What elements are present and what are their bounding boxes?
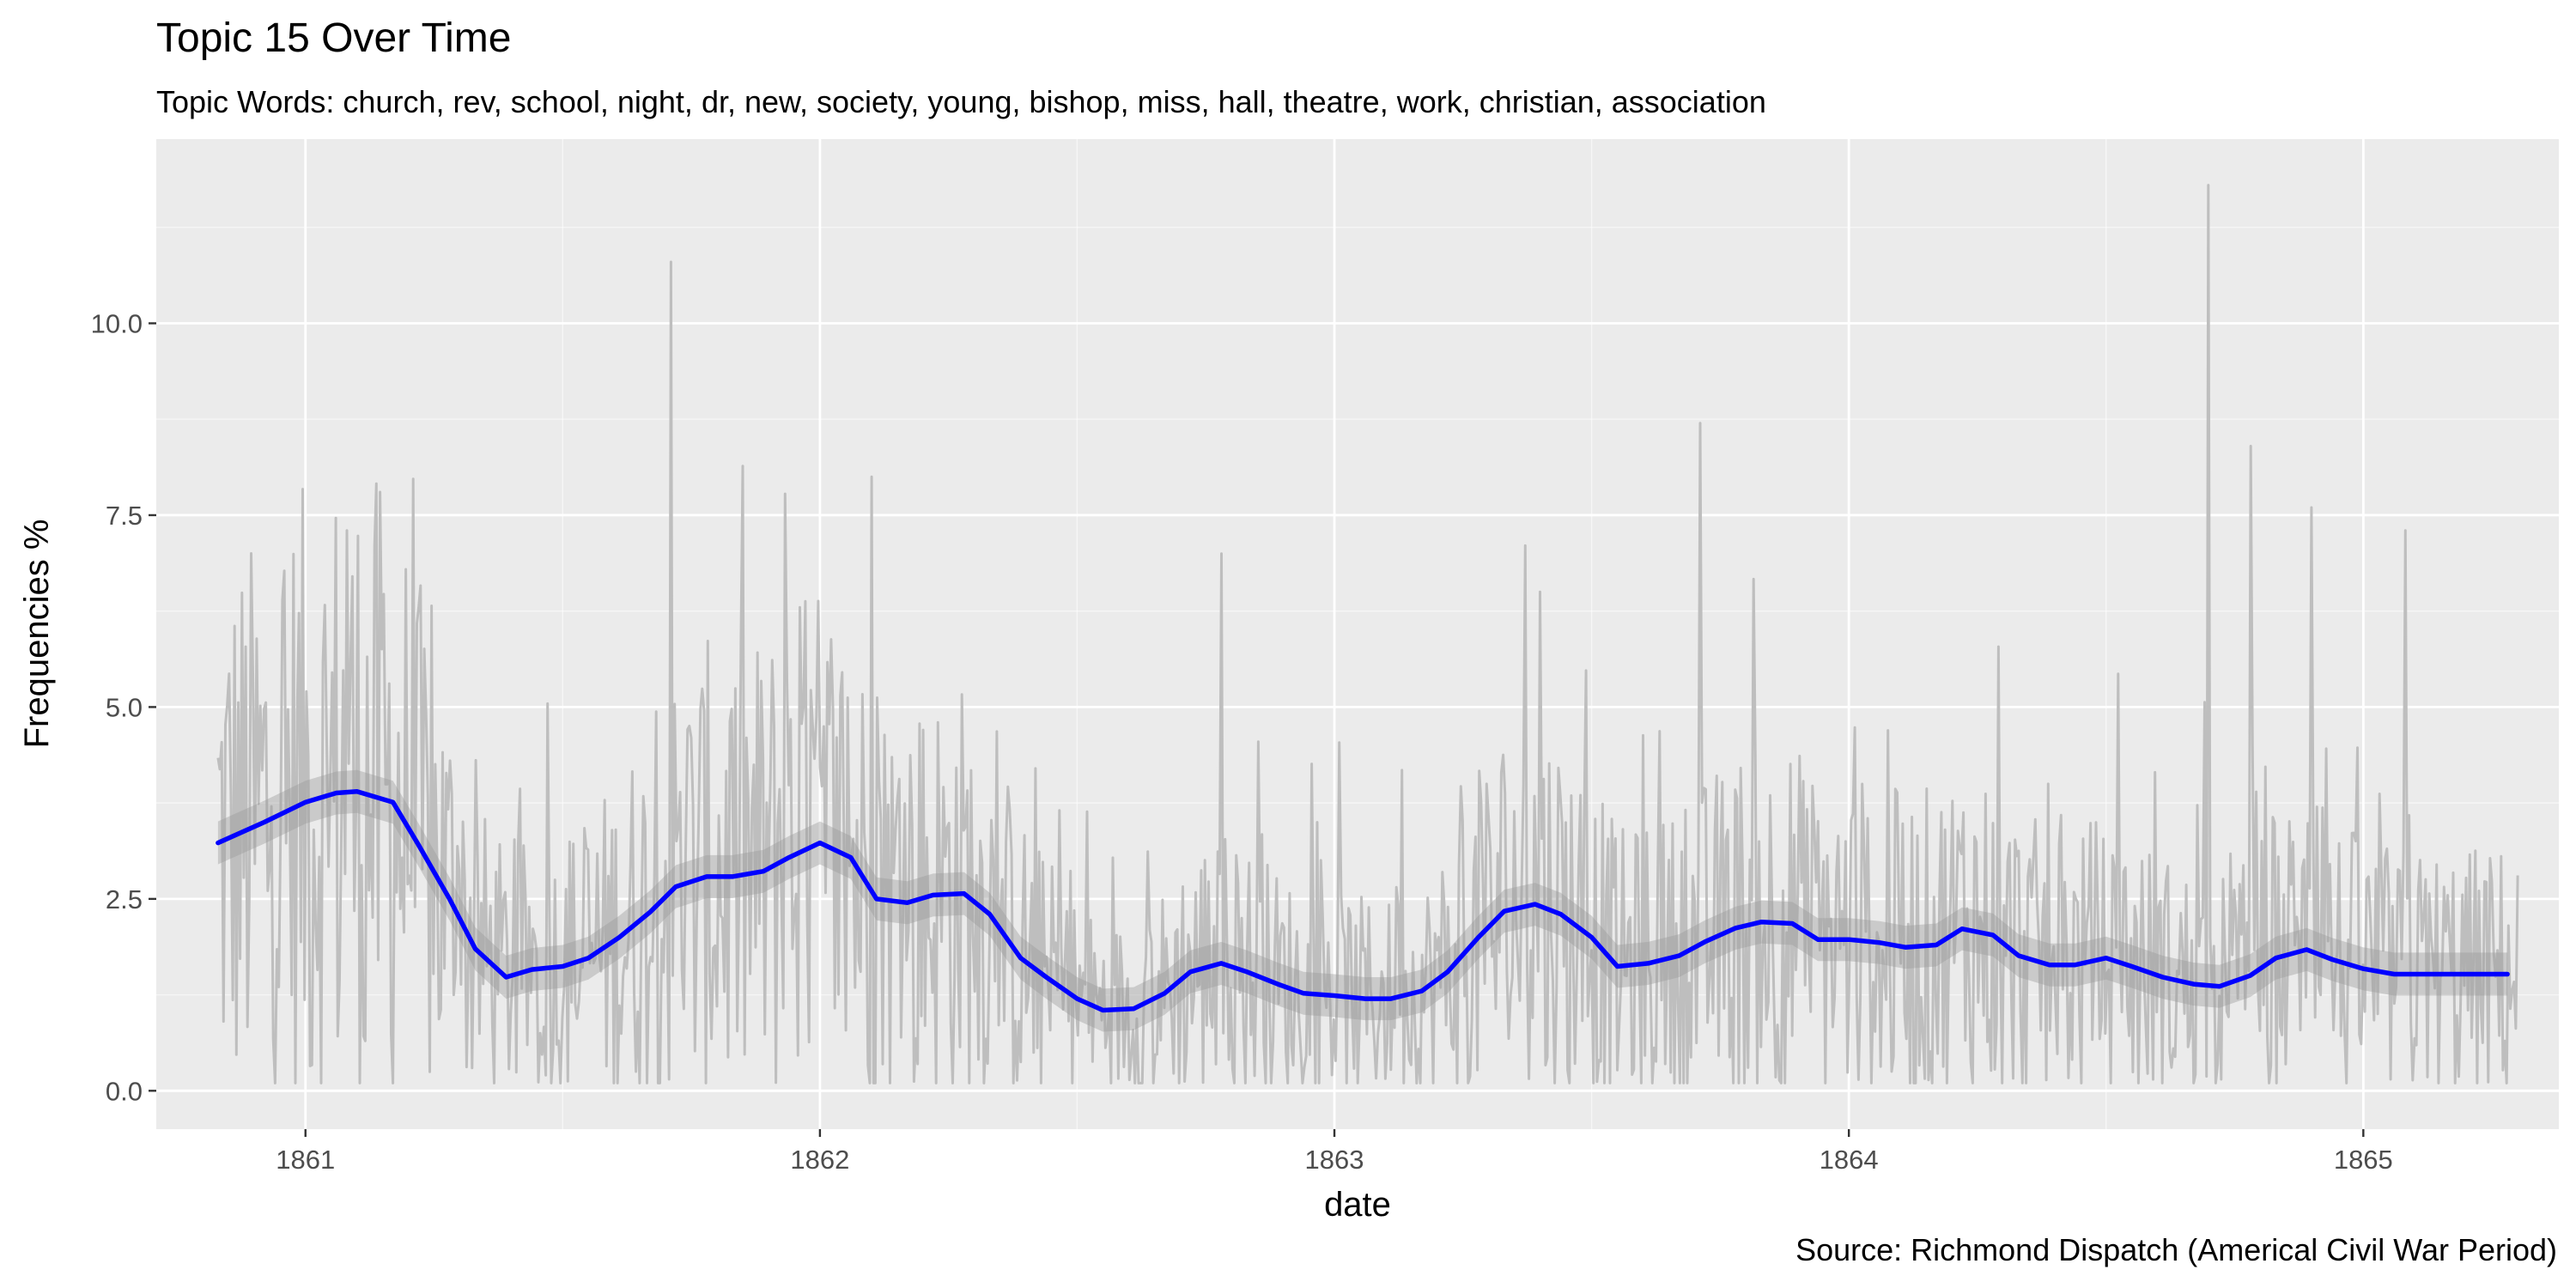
- x-tick-label: 1864: [1820, 1145, 1879, 1175]
- x-axis-title: date: [1324, 1186, 1391, 1224]
- confidence-band-area: [217, 769, 2508, 1032]
- confidence-band: [217, 769, 2508, 1032]
- y-tick-label: 7.5: [106, 501, 143, 531]
- smoothed-trend-line: [216, 788, 2510, 1013]
- y-tick-label: 0.0: [106, 1076, 143, 1106]
- x-axis-ticks: 1861 1862 1863 1864 1865: [276, 1129, 2393, 1175]
- x-tick-label: 1863: [1305, 1145, 1364, 1175]
- chart-caption: Source: Richmond Dispatch (Americal Civi…: [1795, 1232, 2557, 1267]
- raw-frequency-series: [216, 184, 2519, 1084]
- y-tick-label: 5.0: [106, 692, 143, 722]
- chart-subtitle: Topic Words: church, rev, school, night,…: [156, 84, 1766, 119]
- y-axis-ticks: 0.0 2.5 5.0 7.5 10.0: [91, 309, 156, 1106]
- x-tick-label: 1862: [790, 1145, 849, 1175]
- smoothed-trend-series: [216, 788, 2510, 1013]
- x-tick-label: 1861: [276, 1145, 335, 1175]
- chart-title: Topic 15 Over Time: [156, 15, 511, 61]
- y-axis-title: Frequencies %: [18, 519, 56, 749]
- y-tick-label: 2.5: [106, 884, 143, 914]
- raw-frequency-line: [216, 184, 2519, 1084]
- y-tick-label: 10.0: [91, 309, 143, 339]
- x-tick-label: 1865: [2334, 1145, 2393, 1175]
